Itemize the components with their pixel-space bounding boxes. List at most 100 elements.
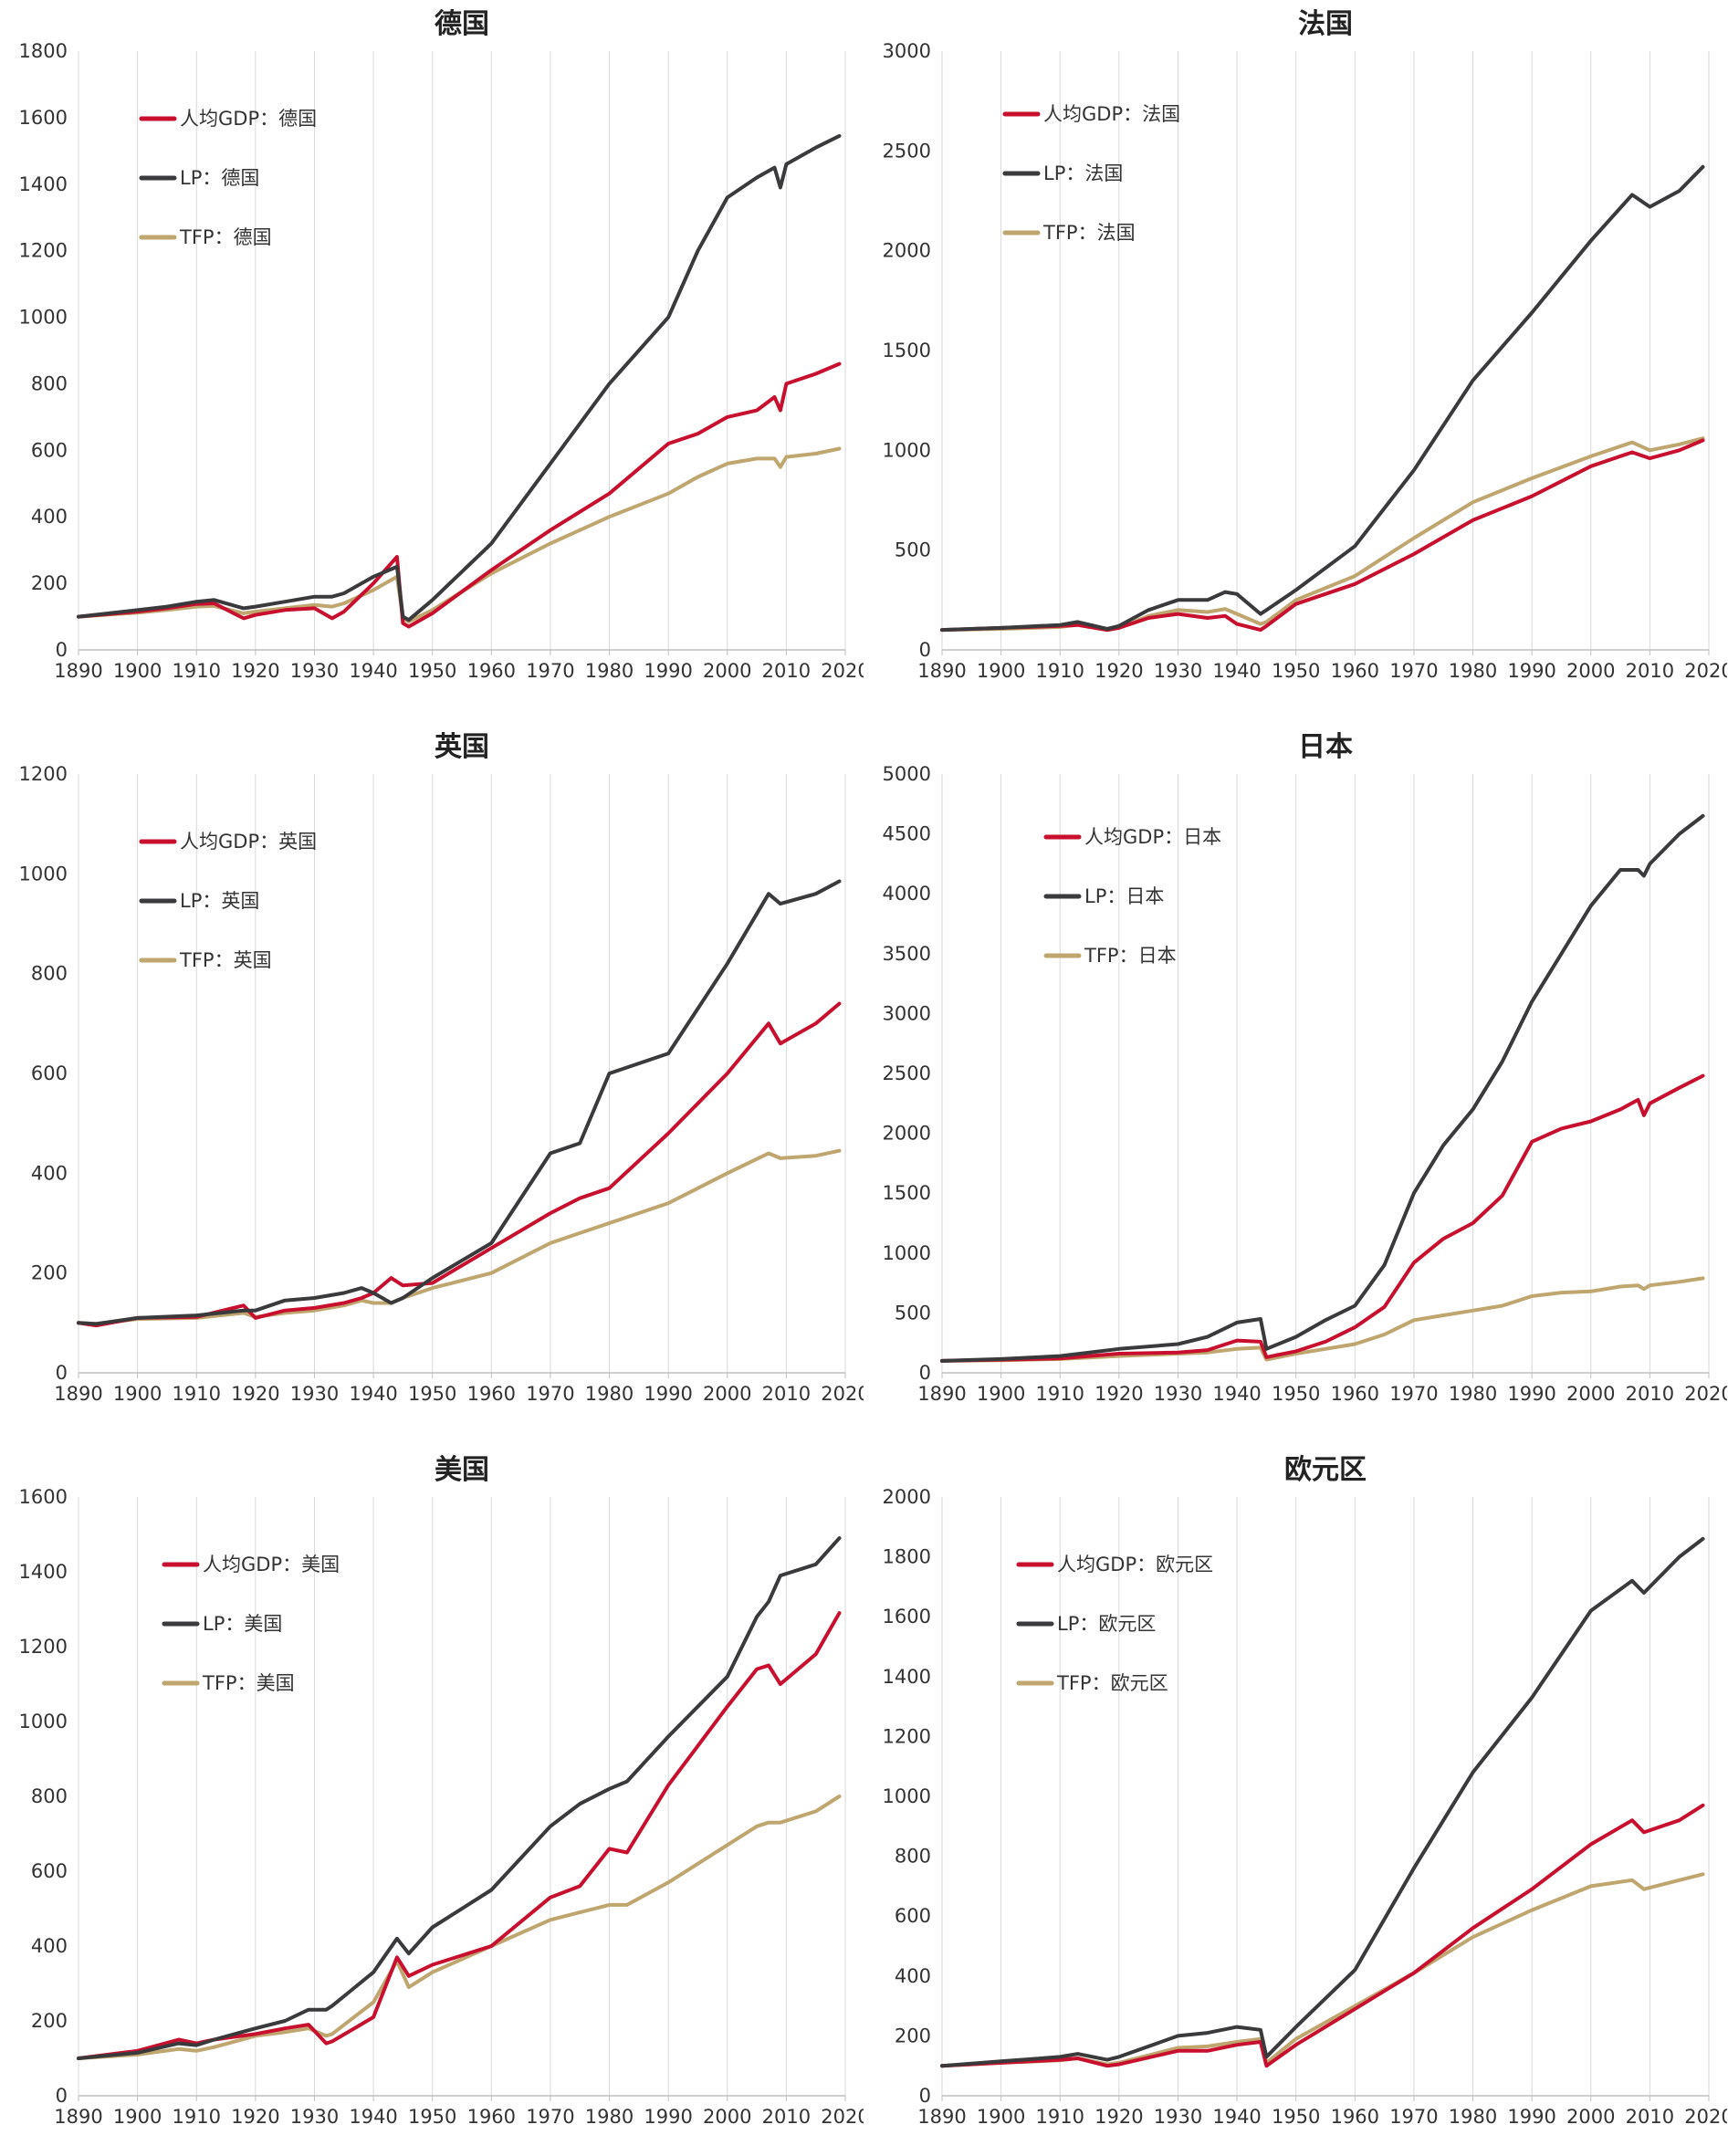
x-tick-label: 1950 xyxy=(1272,1383,1320,1405)
x-tick-label: 2000 xyxy=(703,2106,751,2128)
y-tick-label: 400 xyxy=(31,506,68,528)
x-tick-label: 1990 xyxy=(644,660,692,682)
x-tick-label: 2000 xyxy=(1566,2106,1615,2128)
x-tick-label: 1930 xyxy=(290,660,339,682)
x-tick-label: 1960 xyxy=(467,1383,516,1405)
x-tick-label: 1950 xyxy=(1272,660,1320,682)
y-tick-label: 1200 xyxy=(19,763,68,785)
x-tick-label: 1910 xyxy=(1036,1383,1084,1405)
legend: 人均GDP：美国 LP：美国 TFP：美国 xyxy=(162,1554,340,1694)
x-tick-label: 1900 xyxy=(113,660,162,682)
chart-panel-3: 日本 1890 1900 1910 1920 1930 1940 1950 1960 1970 19… xyxy=(864,723,1727,1433)
y-tick-label: 2000 xyxy=(883,1123,931,1145)
y-tick-label: 5000 xyxy=(883,763,931,785)
legend-label: TFP：英国 xyxy=(179,949,272,971)
chart-title: 英国 xyxy=(435,731,489,763)
legend: 人均GDP：法国 LP：法国 TFP：法国 xyxy=(1002,103,1180,244)
y-tick-label: 0 xyxy=(919,2085,931,2107)
x-tick-label: 1910 xyxy=(173,660,221,682)
series-line-2 xyxy=(77,1795,842,2060)
series-line-0 xyxy=(77,1001,842,1328)
x-tick-label: 1930 xyxy=(1154,2106,1202,2128)
chart-svg-0: 德国 1890 1900 1910 1920 1930 1940 1950 1960 1970 19… xyxy=(19,8,864,682)
chart-panel-5: 欧元区 1890 1900 1910 1920 1930 1940 1950 1960 1970 1… xyxy=(864,1446,1727,2156)
legend-label: 人均GDP：日本 xyxy=(1084,826,1221,848)
y-tick-label: 800 xyxy=(31,1785,68,1807)
y-tick-label: 0 xyxy=(56,639,68,661)
x-tick-label: 1920 xyxy=(1094,2106,1143,2128)
x-tick-label: 1980 xyxy=(585,2106,634,2128)
x-tick-label: 1960 xyxy=(1331,2106,1379,2128)
x-tick-label: 1910 xyxy=(1036,660,1084,682)
y-tick-label: 0 xyxy=(919,639,931,661)
y-tick-label: 600 xyxy=(895,1905,931,1927)
x-tick-label: 1950 xyxy=(408,1383,456,1405)
legend: 人均GDP：欧元区 LP：欧元区 TFP：欧元区 xyxy=(1016,1554,1213,1694)
x-tick-label: 1890 xyxy=(54,2106,102,2128)
legend-label: LP：日本 xyxy=(1084,885,1164,907)
x-tick-label: 1890 xyxy=(54,1383,102,1405)
chart-panel-1: 法国 1890 1900 1910 1920 1930 1940 1950 1960 1970 19… xyxy=(864,0,1727,710)
legend: 人均GDP：德国 LP：德国 TFP：德国 xyxy=(139,108,317,248)
x-tick-label: 1970 xyxy=(1389,2106,1438,2128)
y-tick-label: 800 xyxy=(895,1846,931,1868)
x-tick-label: 1980 xyxy=(1449,2106,1497,2128)
x-tick-label: 1970 xyxy=(1389,1383,1438,1405)
x-tick-label: 1900 xyxy=(113,1383,162,1405)
x-tick-label: 1980 xyxy=(585,1383,634,1405)
y-tick-label: 400 xyxy=(895,1965,931,1987)
y-tick-label: 0 xyxy=(56,2085,68,2107)
series-line-1 xyxy=(940,813,1705,1363)
x-tick-label: 1970 xyxy=(1389,660,1438,682)
y-tick-label: 1200 xyxy=(883,1725,931,1747)
x-tick-label: 2000 xyxy=(703,1383,751,1405)
x-tick-label: 1900 xyxy=(977,1383,1025,1405)
series-line-0 xyxy=(940,1073,1705,1363)
series-line-2 xyxy=(77,1148,842,1326)
x-tick-label: 1920 xyxy=(1094,1383,1143,1405)
x-tick-label: 1970 xyxy=(526,2106,574,2128)
y-tick-label: 400 xyxy=(31,1162,68,1184)
chart-title: 法国 xyxy=(1298,8,1353,40)
x-tick-label: 2000 xyxy=(1566,1383,1615,1405)
y-tick-label: 1500 xyxy=(883,340,931,361)
x-tick-label: 1970 xyxy=(526,660,574,682)
chart-panel-2: 英国 1890 1900 1910 1920 1930 1940 1950 1960 1970 19… xyxy=(0,723,864,1433)
y-tick-label: 2500 xyxy=(883,140,931,162)
y-tick-label: 3000 xyxy=(883,40,931,62)
x-tick-label: 1960 xyxy=(467,660,516,682)
chart-svg-2: 英国 1890 1900 1910 1920 1930 1940 1950 1960 1970 19… xyxy=(19,731,864,1405)
x-tick-label: 1980 xyxy=(1449,1383,1497,1405)
chart-svg-5: 欧元区 1890 1900 1910 1920 1930 1940 1950 1960 1970 1… xyxy=(883,1454,1727,2128)
x-tick-label: 1940 xyxy=(349,660,397,682)
x-tick-label: 1900 xyxy=(113,2106,162,2128)
chart-title: 德国 xyxy=(435,8,489,40)
y-tick-label: 2000 xyxy=(883,1486,931,1508)
x-tick-label: 2010 xyxy=(762,1383,811,1405)
legend-label: LP：欧元区 xyxy=(1057,1613,1156,1635)
x-tick-label: 1950 xyxy=(408,660,456,682)
x-tick-label: 1980 xyxy=(1449,660,1497,682)
y-tick-label: 1800 xyxy=(19,40,68,62)
series-line-2 xyxy=(940,1276,1705,1363)
x-tick-label: 1910 xyxy=(173,1383,221,1405)
x-tick-label: 1930 xyxy=(290,1383,339,1405)
x-tick-label: 2010 xyxy=(1626,1383,1674,1405)
x-tick-label: 1900 xyxy=(977,2106,1025,2128)
y-tick-label: 1200 xyxy=(19,240,68,262)
chart-panel-4: 美国 1890 1900 1910 1920 1930 1940 1950 1960 1970 19… xyxy=(0,1446,864,2156)
y-tick-label: 200 xyxy=(31,572,68,594)
x-tick-label: 1990 xyxy=(644,2106,692,2128)
x-tick-label: 2010 xyxy=(762,2106,811,2128)
series-line-0 xyxy=(77,361,842,629)
y-tick-label: 1000 xyxy=(883,1242,931,1264)
legend-label: TFP：欧元区 xyxy=(1056,1672,1168,1694)
y-tick-label: 200 xyxy=(31,1262,68,1284)
series-line-1 xyxy=(77,879,842,1326)
y-tick-label: 500 xyxy=(895,539,931,561)
legend: 人均GDP：英国 LP：英国 TFP：英国 xyxy=(139,831,317,971)
